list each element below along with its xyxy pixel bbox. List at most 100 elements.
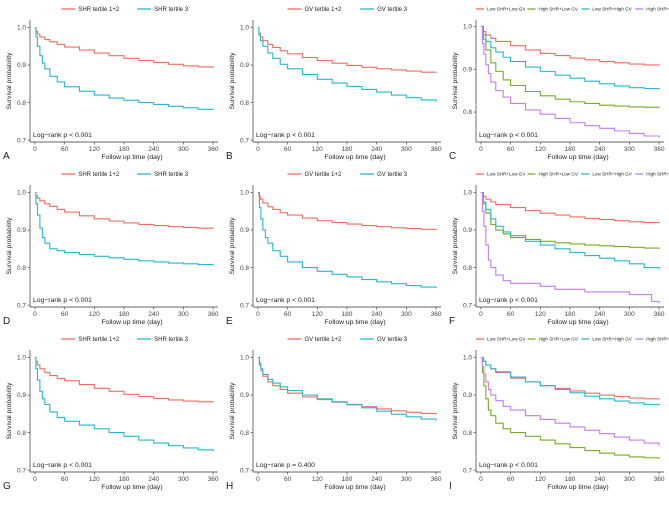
- x-tick-label: 180: [119, 146, 130, 153]
- x-tick-label: 360: [431, 476, 442, 483]
- x-tick-label: 180: [565, 311, 576, 318]
- legend: Low SHR+Low GV High SHR+Low GV Low SHR+Hig…: [476, 337, 669, 342]
- legend: SHR tertile 1+2 SHR tertile 3: [61, 337, 189, 343]
- logrank-annotation: Log−rank p < 0.001: [33, 297, 92, 304]
- x-tick-label: 0: [256, 311, 260, 318]
- y-tick-label: 0.8: [463, 430, 472, 437]
- x-axis-title: Follow up time (day): [101, 319, 162, 326]
- legend-label: SHR tertile 1+2: [78, 7, 120, 13]
- survival-curve-high-shr-low-gv: [480, 356, 660, 459]
- x-tick-label: 60: [61, 311, 69, 318]
- survival-curve-low-shr-high-gv: [480, 191, 660, 270]
- panel-label: A: [3, 151, 10, 162]
- x-tick-label: 120: [89, 476, 100, 483]
- x-tick-label: 0: [479, 476, 483, 483]
- legend-label: SHR tertile 3: [154, 172, 189, 178]
- x-axis-title: Follow up time (day): [547, 154, 608, 161]
- y-tick-label: 0.7: [463, 302, 472, 309]
- x-tick-label: 0: [479, 146, 483, 153]
- legend-label: SHR tertile 3: [154, 7, 189, 13]
- survival-curve-high-shr-high-gv: [480, 25, 660, 138]
- x-tick-label: 120: [535, 311, 546, 318]
- survival-curve-low-shr-high-gv: [480, 356, 660, 406]
- y-tick-label: 0.8: [240, 265, 249, 272]
- logrank-annotation: Log−rank p < 0.001: [479, 462, 538, 469]
- legend-label: GV tertile 1+2: [304, 337, 342, 343]
- x-tick-label: 120: [535, 476, 546, 483]
- y-axis-title: Survival probability: [452, 382, 459, 440]
- y-tick-label: 1.0: [17, 25, 26, 32]
- legend: SHR tertile 1+2 SHR tertile 3: [61, 7, 189, 13]
- panel-c: Low SHR+Low GV High SHR+Low GV Low SHR+Hig…: [449, 7, 669, 162]
- survival-curve-low-shr-high-gv: [480, 25, 660, 90]
- x-tick-label: 360: [431, 311, 442, 318]
- panel-label: H: [226, 481, 233, 492]
- x-tick-label: 300: [401, 311, 412, 318]
- x-axis-title: Follow up time (day): [101, 154, 162, 161]
- x-tick-label: 240: [148, 311, 159, 318]
- legend-label: High SHR+Low GV: [538, 7, 578, 12]
- x-tick-label: 60: [61, 476, 69, 483]
- x-tick-label: 60: [284, 146, 292, 153]
- panel-f: Low SHR+Low GV High SHR+Low GV Low SHR+Hig…: [449, 172, 669, 327]
- x-tick-label: 300: [401, 146, 412, 153]
- survival-curve-shr-tertile-3: [34, 26, 214, 111]
- y-tick-label: 0.9: [240, 392, 249, 399]
- panel-label: I: [449, 481, 452, 492]
- panel-label: E: [226, 316, 233, 327]
- x-tick-label: 180: [342, 311, 353, 318]
- legend-label: Low SHR+Low GV: [487, 172, 526, 177]
- x-tick-label: 120: [89, 146, 100, 153]
- y-tick-label: 0.9: [17, 227, 26, 234]
- legend-label: GV tertile 3: [377, 337, 408, 343]
- legend-label: High SHR+High GV: [646, 172, 669, 177]
- survival-curve-low-shr-low-gv: [480, 25, 660, 66]
- legend-label: Low SHR+High GV: [592, 172, 632, 177]
- y-tick-label: 0.9: [17, 392, 26, 399]
- x-tick-label: 360: [208, 146, 219, 153]
- x-tick-label: 120: [312, 311, 323, 318]
- y-axis-title: Survival probability: [229, 217, 236, 275]
- x-axis-title: Follow up time (day): [547, 484, 608, 491]
- legend-label: Low SHR+High GV: [592, 7, 632, 12]
- panel-label: G: [3, 481, 11, 492]
- y-axis-title: Survival probability: [6, 52, 13, 110]
- legend-label: SHR tertile 1+2: [78, 337, 120, 343]
- x-tick-label: 360: [654, 146, 665, 153]
- x-tick-label: 0: [256, 476, 260, 483]
- survival-curve-high-shr-high-gv: [480, 191, 660, 304]
- x-tick-label: 360: [208, 476, 219, 483]
- legend: GV tertile 1+2 GV tertile 3: [287, 337, 408, 343]
- survival-curve-gv-tertile-1-2: [257, 26, 437, 73]
- logrank-annotation: Log−rank p < 0.001: [479, 132, 538, 139]
- y-axis-title: Survival probability: [6, 217, 13, 275]
- x-tick-label: 240: [371, 146, 382, 153]
- y-tick-label: 1.0: [17, 190, 26, 197]
- y-tick-label: 0.8: [463, 265, 472, 272]
- y-tick-label: 0.7: [240, 137, 249, 144]
- survival-curve-high-shr-low-gv: [480, 25, 660, 108]
- x-tick-label: 300: [178, 311, 189, 318]
- y-tick-label: 1.0: [240, 355, 249, 362]
- x-tick-label: 300: [624, 311, 635, 318]
- x-tick-label: 300: [624, 146, 635, 153]
- x-tick-label: 360: [431, 146, 442, 153]
- y-tick-label: 1.0: [240, 190, 249, 197]
- survival-curve-high-shr-high-gv: [480, 356, 660, 446]
- y-tick-label: 0.7: [240, 467, 249, 474]
- survival-curve-gv-tertile-1-2: [257, 356, 437, 415]
- y-axis-title: Survival probability: [229, 382, 236, 440]
- x-tick-label: 240: [594, 476, 605, 483]
- legend-label: High SHR+Low GV: [538, 337, 578, 342]
- x-tick-label: 360: [654, 476, 665, 483]
- x-axis-title: Follow up time (day): [101, 484, 162, 491]
- y-tick-label: 0.9: [240, 62, 249, 69]
- x-tick-label: 0: [33, 311, 37, 318]
- legend: Low SHR+Low GV High SHR+Low GV Low SHR+Hig…: [476, 172, 669, 177]
- survival-curve-gv-tertile-3: [257, 356, 437, 421]
- x-tick-label: 240: [594, 311, 605, 318]
- y-tick-label: 0.7: [17, 302, 26, 309]
- survival-curve-shr-tertile-1-2: [34, 191, 214, 229]
- panel-e: GV tertile 1+2 GV tertile 3 0.7 0.8 0.9 1.0 0 6…: [226, 172, 442, 327]
- x-tick-label: 60: [61, 146, 69, 153]
